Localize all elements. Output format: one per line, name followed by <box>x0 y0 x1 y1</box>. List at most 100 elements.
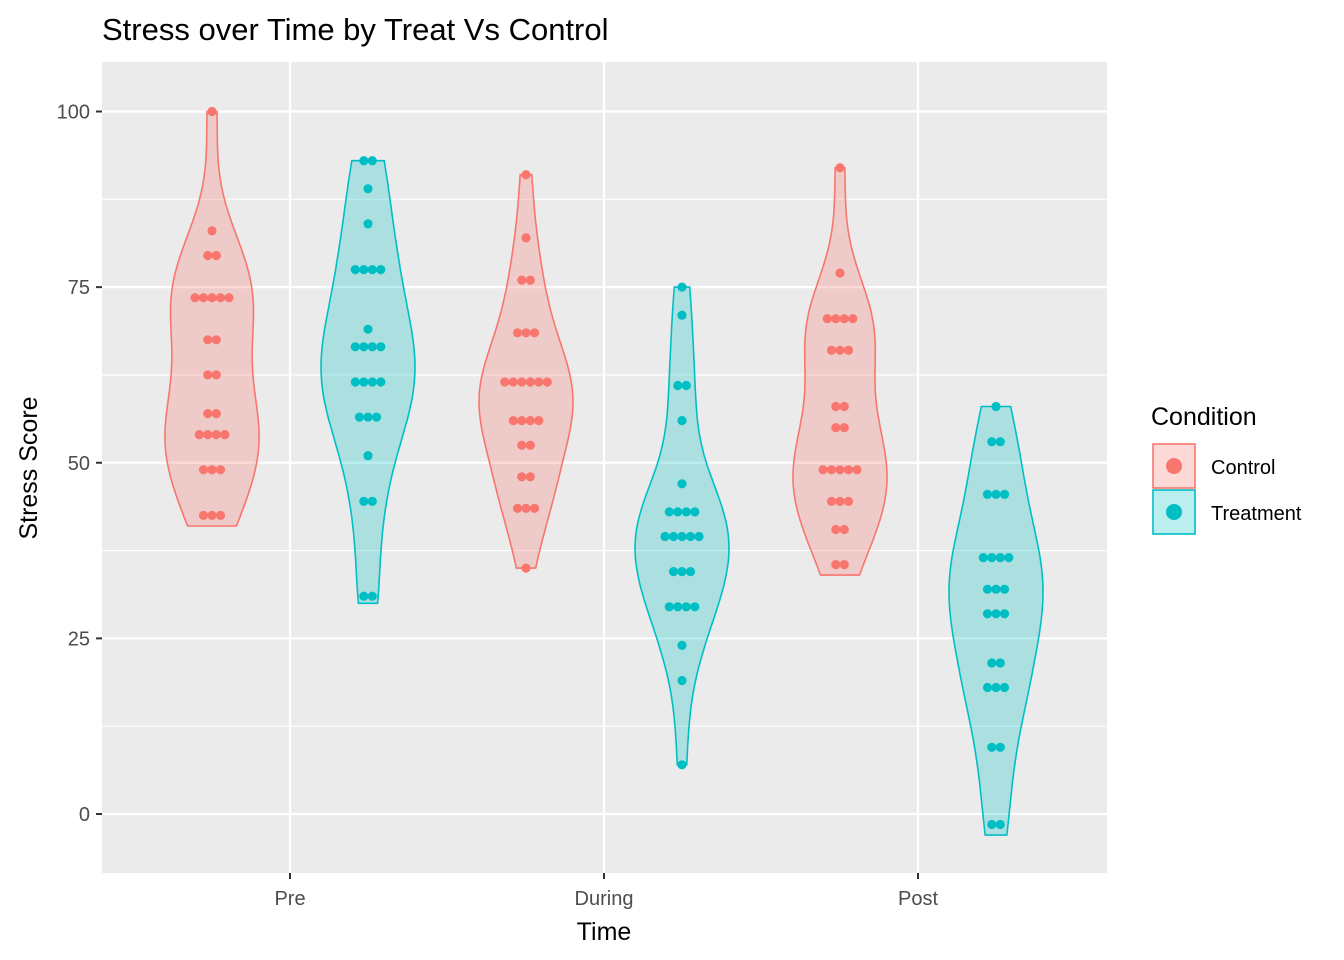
data-point-control <box>517 275 527 285</box>
data-point-control <box>843 465 854 475</box>
data-point-control <box>211 409 221 419</box>
data-point-control <box>198 510 209 520</box>
data-point-treatment <box>999 584 1010 594</box>
data-point-control <box>529 328 540 338</box>
data-point-treatment <box>367 342 377 352</box>
x-tick-label: Post <box>898 888 938 910</box>
data-point-control <box>517 377 527 387</box>
data-point-treatment <box>359 342 369 352</box>
data-point-control <box>826 345 837 355</box>
chart-title: Stress over Time by Treat Vs Control <box>102 12 609 47</box>
data-point-treatment <box>982 584 993 594</box>
data-point-control <box>839 401 849 412</box>
data-point-treatment <box>367 377 377 387</box>
data-point-control <box>508 416 518 426</box>
data-point-treatment <box>677 567 687 577</box>
data-point-treatment <box>359 591 369 601</box>
violin-control-pre <box>164 110 260 527</box>
y-tick-label: 50 <box>68 453 90 475</box>
violin-treatment-during <box>634 286 730 766</box>
data-point-treatment <box>354 412 365 422</box>
data-point-treatment <box>978 553 988 563</box>
data-point-treatment <box>359 377 369 387</box>
violin-control-post <box>792 166 888 576</box>
data-point-control <box>512 503 523 513</box>
data-point-control <box>215 510 226 520</box>
data-point-control <box>852 465 862 475</box>
data-point-control <box>525 275 535 285</box>
y-tick-label: 75 <box>68 277 90 299</box>
data-point-treatment <box>982 609 993 619</box>
data-point-treatment <box>668 531 679 542</box>
legend-dot-treatment <box>1166 504 1182 520</box>
data-point-control <box>512 328 523 338</box>
data-point-treatment <box>367 265 377 275</box>
data-point-control <box>521 328 531 338</box>
data-point-control <box>211 335 221 345</box>
data-point-control <box>542 377 552 387</box>
data-point-treatment <box>677 310 687 320</box>
data-point-control <box>224 293 234 303</box>
data-point-treatment <box>376 342 386 352</box>
data-point-treatment <box>681 602 691 612</box>
data-point-control <box>534 416 544 426</box>
data-point-treatment <box>995 742 1005 752</box>
data-point-treatment <box>363 184 373 194</box>
data-point-control <box>525 472 535 482</box>
data-point-control <box>525 416 535 426</box>
y-tick-label: 25 <box>68 628 90 650</box>
data-point-treatment <box>987 553 997 563</box>
data-point-treatment <box>677 479 687 489</box>
data-point-treatment <box>987 819 997 830</box>
data-point-treatment <box>995 819 1005 830</box>
data-point-control <box>194 430 204 440</box>
data-point-control <box>831 423 841 433</box>
data-point-control <box>835 465 845 475</box>
data-point-control <box>843 345 854 355</box>
data-point-treatment <box>660 531 670 542</box>
data-point-treatment <box>991 609 1001 619</box>
data-point-treatment <box>991 682 1001 693</box>
x-tick-label: Pre <box>274 888 305 910</box>
data-point-treatment <box>995 437 1005 447</box>
data-point-treatment <box>664 507 674 517</box>
data-point-control <box>835 345 845 355</box>
data-point-treatment <box>673 380 683 391</box>
data-point-control <box>831 401 841 412</box>
data-point-treatment <box>991 584 1001 594</box>
data-point-treatment <box>363 451 373 461</box>
data-point-treatment <box>359 496 369 506</box>
data-point-control <box>835 163 845 173</box>
data-point-control <box>517 416 527 426</box>
data-point-treatment <box>681 507 691 517</box>
data-points <box>190 106 1014 830</box>
data-point-control <box>826 465 837 475</box>
data-point-control <box>818 465 828 475</box>
data-point-control <box>211 370 221 380</box>
data-point-treatment <box>350 265 360 275</box>
data-point-treatment <box>999 609 1010 619</box>
data-point-control <box>843 496 854 506</box>
data-point-control <box>203 250 213 261</box>
data-point-control <box>848 314 858 324</box>
data-point-control <box>207 465 217 475</box>
data-point-treatment <box>363 324 373 334</box>
data-point-control <box>517 472 527 482</box>
data-point-treatment <box>991 489 1001 499</box>
data-point-treatment <box>1004 553 1014 563</box>
data-point-treatment <box>677 282 687 292</box>
data-point-control <box>508 377 518 387</box>
data-point-control <box>521 563 531 573</box>
violin-control-during <box>478 173 574 569</box>
y-tick-label: 0 <box>79 804 90 826</box>
data-point-control <box>203 335 213 345</box>
legend: Condition Control Treatment <box>1151 403 1302 535</box>
data-point-treatment <box>363 219 373 229</box>
data-point-control <box>835 268 845 278</box>
data-point-treatment <box>685 531 696 542</box>
data-point-treatment <box>677 760 687 770</box>
data-point-treatment <box>999 489 1010 499</box>
data-point-treatment <box>371 412 382 422</box>
data-point-treatment <box>350 377 360 387</box>
